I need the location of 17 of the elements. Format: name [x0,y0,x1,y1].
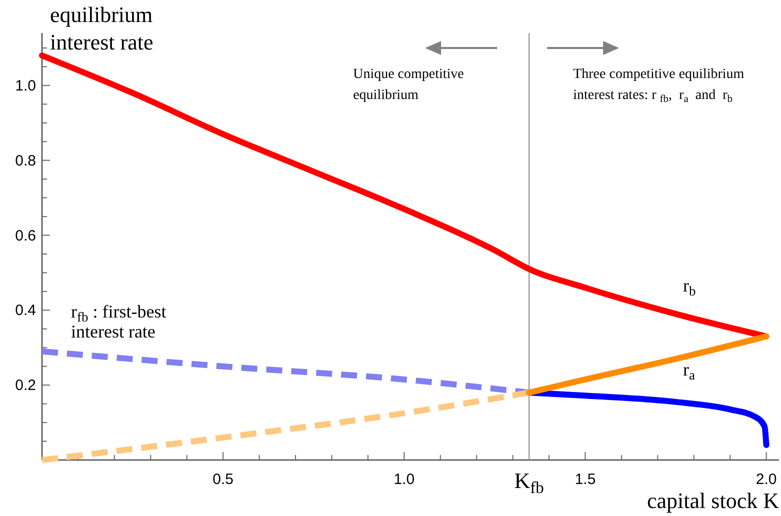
ref-line-label: K$_{fb}$ [514,468,544,498]
x-tick-label: 1.0 [394,471,415,488]
x-tick-label: 0.5 [212,471,234,488]
series-label: r$_{b}$ [683,275,696,299]
y-tick-label: 0.8 [15,152,36,170]
series-label: r$_{fb}$ : first-best interest rate [70,302,166,342]
y-tick-label: 0.4 [15,302,36,320]
x-tick-label: 2.0 [756,471,777,488]
y-tick-label: 0.6 [15,227,36,244]
y-tick-label: 1.0 [15,77,36,94]
y-axis-title: equilibrium interest rate [50,2,154,54]
annotation: Unique competitive equilibrium [353,67,464,103]
annotation: Three competitive equilibrium interest rates: r $_{fb}$, r$_{a}$ and r$_{b}$ [573,67,744,106]
series-label: r$_{a}$ [683,360,696,383]
x-axis-title: capital stock K [647,488,780,513]
x-tick-label: 1.5 [574,471,596,488]
y-tick-label: 0.2 [15,377,36,394]
